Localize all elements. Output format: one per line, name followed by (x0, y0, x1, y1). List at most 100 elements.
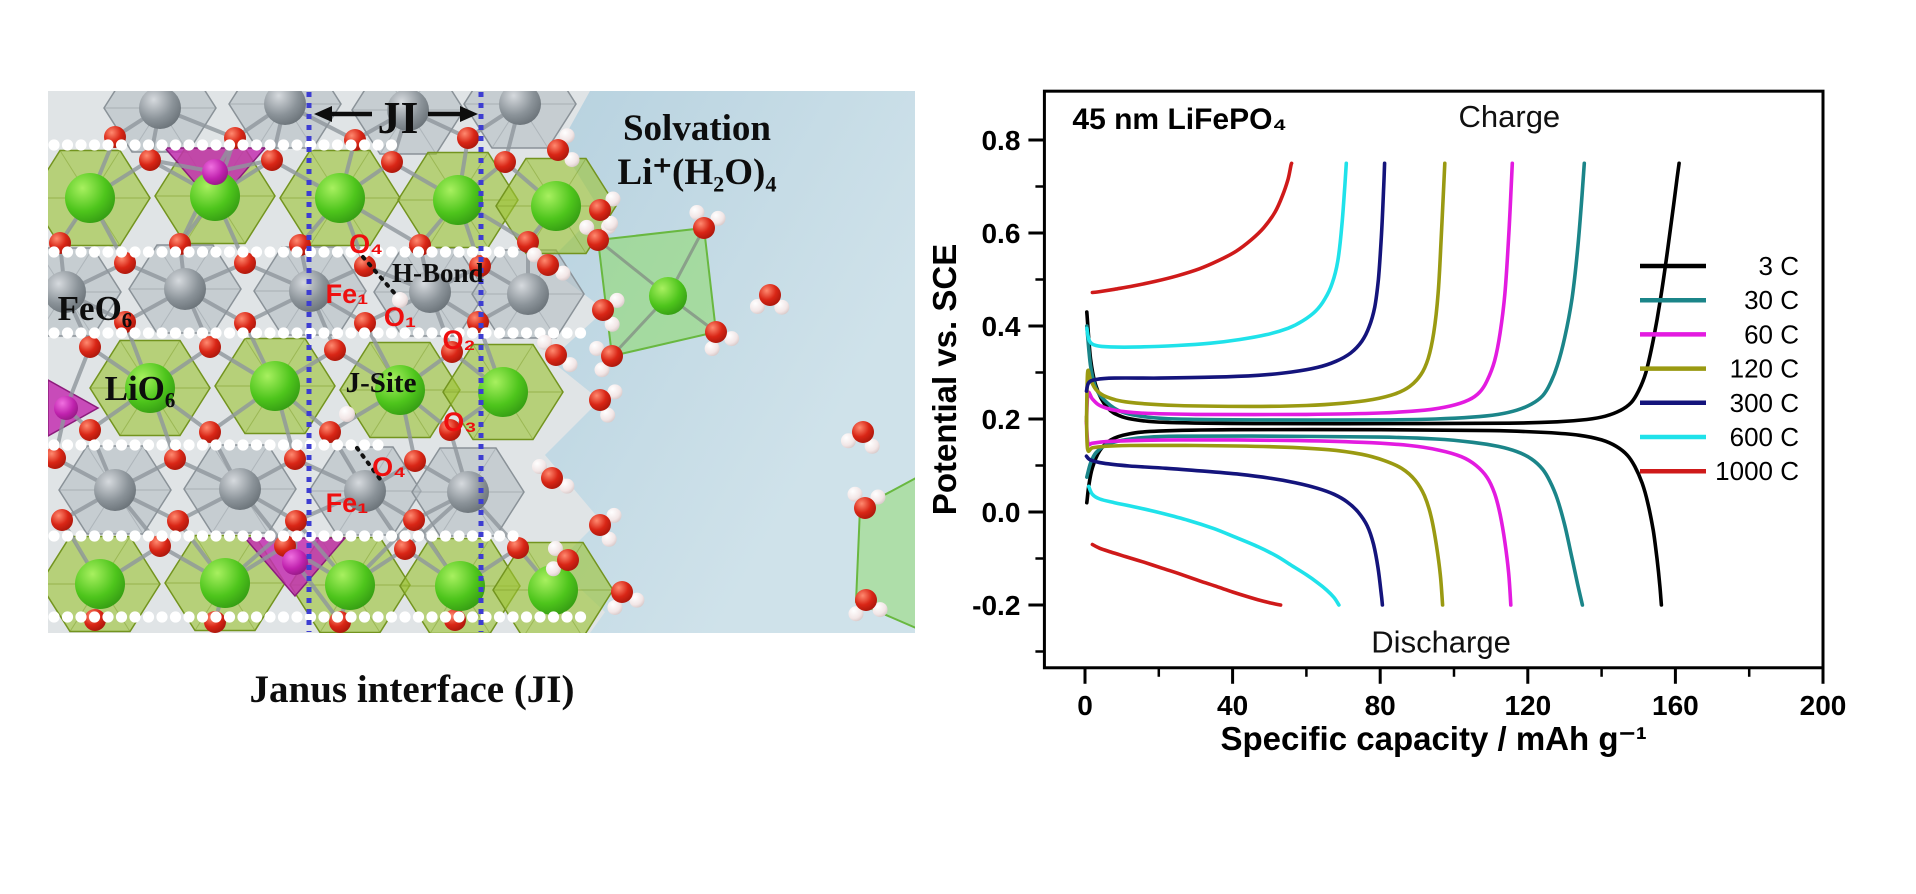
interlayer-dot (210, 139, 222, 151)
interlayer-dot (358, 439, 371, 451)
interlayer-dot (237, 611, 249, 623)
oxygen-atom (381, 151, 403, 173)
hydrogen-atom (847, 486, 863, 502)
interlayer-dot (318, 139, 330, 151)
interlayer-dot (264, 246, 276, 258)
hydrogen-atom (579, 219, 595, 235)
interlayer-dot (345, 246, 357, 258)
interlayer-dot (88, 439, 101, 451)
interlayer-dot (169, 327, 182, 339)
interlayer-dot (520, 327, 533, 339)
interlayer-dot (507, 246, 519, 258)
oxygen-atom (199, 336, 221, 358)
legend-label-600C: 600 C (1730, 422, 1799, 452)
x-axis-title: Specific capacity / mAh g⁻¹ (1221, 720, 1647, 757)
hydrogen-atom (559, 478, 575, 494)
interlayer-dot (318, 327, 330, 339)
iron-atom (344, 470, 386, 512)
lithium-atom (528, 565, 578, 615)
h-bond-dotted-line (355, 446, 385, 485)
hydrogen-atom (609, 292, 625, 308)
annotation-charge: Charge (1459, 99, 1561, 134)
interlayer-dot (156, 246, 168, 258)
lithium-atom (375, 365, 425, 415)
curve-120C-discharge (1084, 414, 1445, 607)
interlayer-dot (493, 327, 506, 339)
interlayer-dot (142, 327, 155, 339)
oxygen-atom (507, 537, 529, 559)
lithium-atom (435, 561, 485, 611)
feo6-label: FeO₆ (58, 289, 133, 328)
legend-label-60C: 60 C (1744, 319, 1799, 349)
hydrogen-atom (589, 340, 605, 356)
water-oxygen (545, 344, 567, 366)
interlayer-dot (345, 327, 357, 339)
hydrogen-atom (604, 316, 620, 332)
interlayer-dot (169, 611, 182, 623)
o4-bottom-label: O₄ (372, 452, 406, 482)
oxygen-atom (404, 450, 426, 472)
interlayer-dot (102, 439, 114, 451)
interlayer-dot (439, 246, 452, 258)
hydrogen-atom (864, 438, 880, 454)
curve-1000C-discharge (1090, 542, 1283, 607)
interlayer-dot (237, 246, 249, 258)
interlayer-dot (169, 139, 182, 151)
interlayer-dot (156, 530, 168, 542)
interlayer-dot (210, 439, 222, 451)
interlayer-dot (466, 246, 479, 258)
interlayer-dot (223, 439, 236, 451)
interlayer-dot (75, 139, 87, 151)
solvation-title-line1: Solvation (623, 108, 771, 149)
interlayer-dot (88, 530, 101, 542)
oxygen-atom (324, 339, 346, 361)
interlayer-dot (466, 327, 479, 339)
interlayer-dot (223, 327, 236, 339)
interlayer-dot (561, 327, 573, 339)
lithium-atom (325, 560, 375, 610)
interlayer-dot (385, 611, 398, 623)
interlayer-dot (277, 327, 290, 339)
interlayer-dot (439, 530, 452, 542)
interlayer-dot (318, 439, 330, 451)
annotation-discharge: Discharge (1371, 624, 1511, 659)
oxygen-atom (494, 151, 516, 173)
interlayer-dot (210, 611, 222, 623)
y-tick-label: 0.4 (981, 311, 1020, 342)
curve-600C-discharge (1086, 484, 1341, 607)
interlayer-dot (453, 611, 465, 623)
interlayer-dot (264, 530, 276, 542)
interlayer-dot (183, 530, 195, 542)
oxygen-atom (51, 509, 73, 531)
legend-label-30C: 30 C (1744, 285, 1799, 315)
interlayer-dot (115, 611, 128, 623)
interlayer-dot (88, 611, 101, 623)
interlayer-dot (142, 139, 155, 151)
iron-atom (264, 91, 306, 125)
interlayer-dot (169, 439, 182, 451)
water-oxygen (611, 581, 633, 603)
interlayer-dot (223, 139, 236, 151)
hydrogen-atom (840, 433, 856, 449)
interlayer-dot (507, 327, 519, 339)
interlayer-dot (102, 327, 114, 339)
interlayer-dot (61, 611, 74, 623)
water-oxygen (601, 345, 623, 367)
oxygen-atom (234, 312, 256, 334)
interlayer-dot (75, 530, 87, 542)
interlayer-dot (385, 139, 398, 151)
interlayer-dot (223, 246, 236, 258)
water-oxygen (592, 299, 614, 321)
oxygen-atom (261, 149, 283, 171)
curve-300C-charge (1084, 161, 1387, 393)
interlayer-dot (426, 246, 438, 258)
phosphorus-atom (54, 396, 78, 420)
interlayer-dot (331, 611, 344, 623)
interlayer-dot (291, 439, 303, 451)
interlayer-dot (115, 246, 128, 258)
water-oxygen (589, 199, 611, 221)
interlayer-dot (48, 327, 60, 339)
lithium-atom (75, 559, 125, 609)
